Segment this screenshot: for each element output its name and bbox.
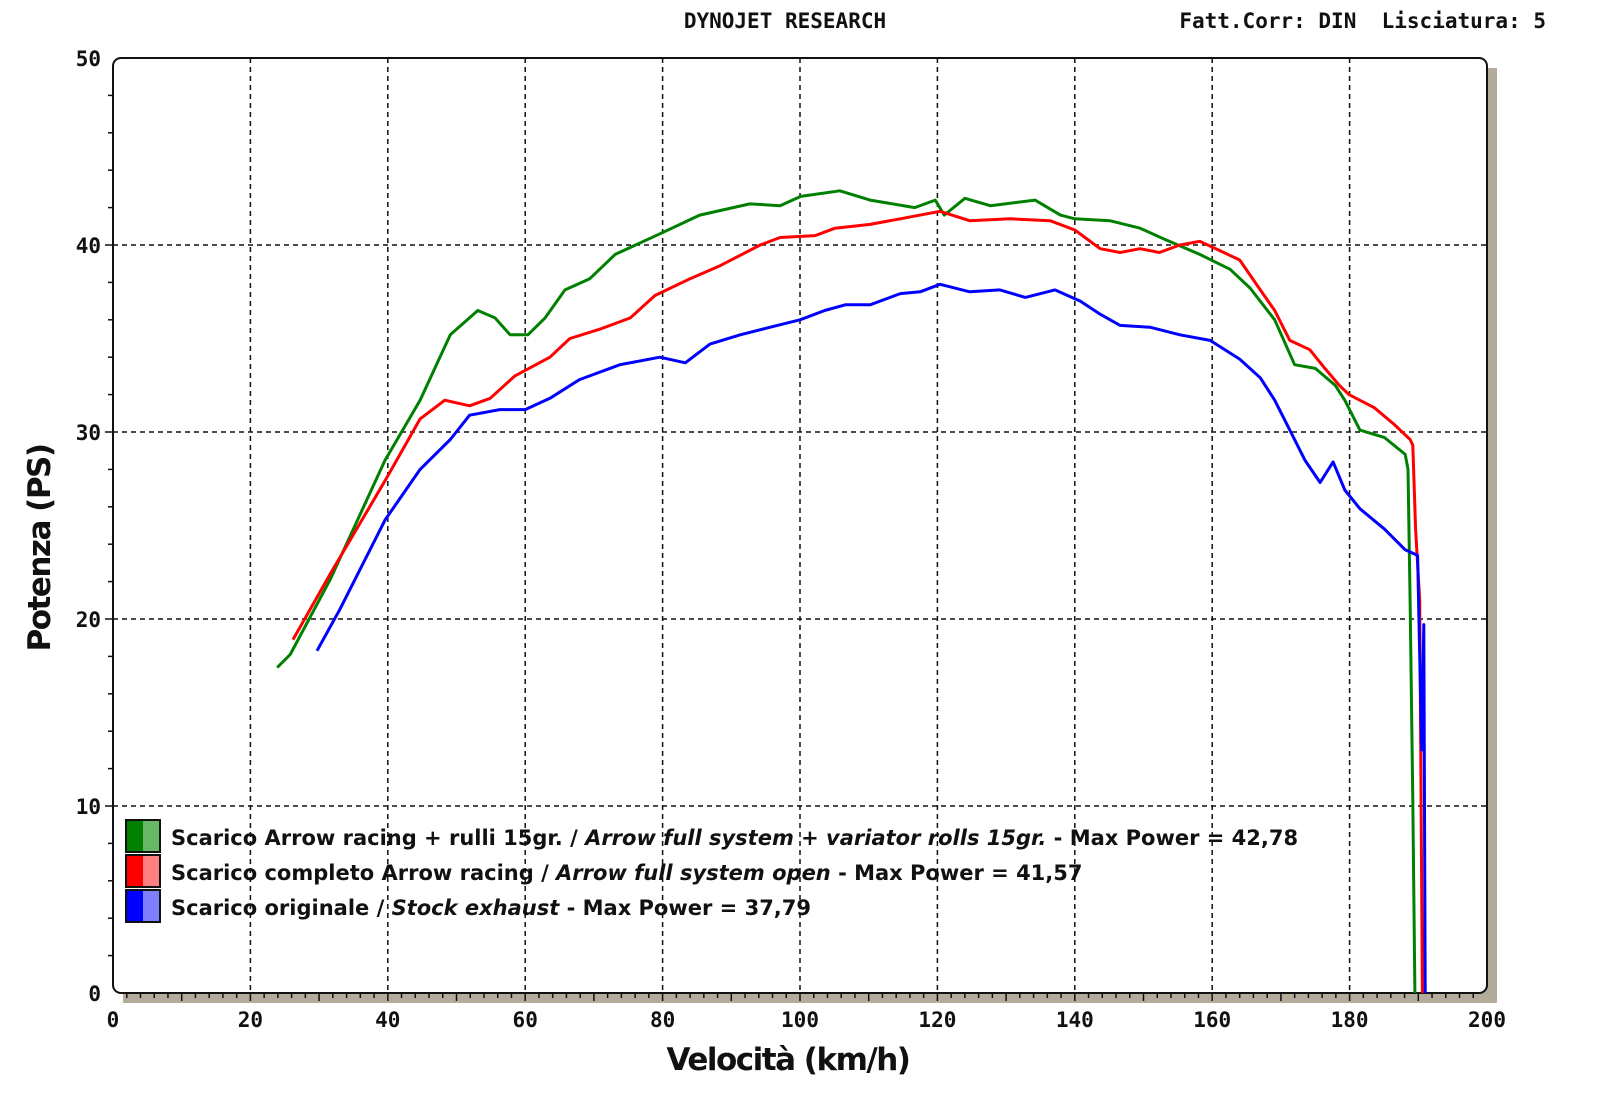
series-lines — [276, 189, 1427, 994]
y-tick-label: 40 — [76, 234, 101, 258]
series-line-1 — [291, 209, 1424, 994]
legend-swatch-dark — [126, 890, 143, 922]
legend-name-it: Scarico originale / — [171, 896, 392, 920]
legend-entry: Scarico completo Arrow racing / Arrow fu… — [171, 861, 1083, 885]
y-tick-label: 10 — [76, 795, 101, 819]
y-tick-label: 0 — [88, 982, 101, 1006]
x-tick-label: 180 — [1331, 1008, 1369, 1032]
legend-max-label: - Max Power = 37,79 — [559, 896, 811, 920]
legend-swatch-light — [143, 890, 160, 922]
series-line-0 — [276, 189, 1417, 994]
legend: Scarico Arrow racing + rulli 15gr. / Arr… — [125, 819, 1298, 923]
y-tick-label: 20 — [76, 608, 101, 632]
series-line-2 — [315, 282, 1427, 994]
legend-swatch-dark — [126, 855, 143, 887]
legend-name-en: Arrow full system + variator rolls 15gr. — [583, 826, 1046, 850]
legend-name-en: Arrow full system open — [554, 861, 831, 885]
legend-max-label: - Max Power = 41,57 — [831, 861, 1083, 885]
axis-ticks: 0 20 40 60 80 100 120 140 160 180 200 0 10 20 30 40 50 — [76, 47, 1506, 1032]
legend-name-it: Scarico Arrow racing + rulli 15gr. / — [171, 826, 585, 850]
x-tick-label: 40 — [375, 1008, 400, 1032]
legend-swatch-light — [143, 855, 160, 887]
x-axis-label: Velocità (km/h) — [667, 1042, 910, 1078]
legend-swatch-light — [143, 820, 160, 852]
legend-swatch-dark — [126, 820, 143, 852]
legend-swatch-border — [125, 889, 161, 923]
x-tick-label: 160 — [1193, 1008, 1231, 1032]
legend-max-label: - Max Power = 42,78 — [1046, 826, 1298, 850]
x-tick-label: 80 — [650, 1008, 675, 1032]
legend-swatch-border — [125, 854, 161, 888]
grid — [113, 58, 1487, 993]
legend-name-it: Scarico completo Arrow racing / — [171, 861, 556, 885]
x-tick-label: 0 — [107, 1008, 120, 1032]
x-tick-label: 200 — [1468, 1008, 1506, 1032]
y-axis-label: Potenza (PS) — [22, 444, 58, 651]
x-tick-label: 20 — [238, 1008, 263, 1032]
chart-title: DYNOJET RESEARCH — [684, 9, 886, 33]
x-tick-label: 100 — [781, 1008, 819, 1032]
legend-name-en: Stock exhaust — [392, 896, 561, 920]
x-tick-label: 120 — [918, 1008, 956, 1032]
y-tick-label: 30 — [76, 421, 101, 445]
x-tick-label: 140 — [1056, 1008, 1094, 1032]
legend-swatch-border — [125, 819, 161, 853]
legend-entry: Scarico Arrow racing + rulli 15gr. / Arr… — [171, 826, 1298, 850]
settings-label: Fatt.Corr: DIN Lisciatura: 5 — [1179, 9, 1546, 33]
legend-entry: Scarico originale / Stock exhaust - Max … — [171, 896, 811, 920]
x-tick-label: 60 — [513, 1008, 538, 1032]
y-tick-label: 50 — [76, 47, 101, 71]
